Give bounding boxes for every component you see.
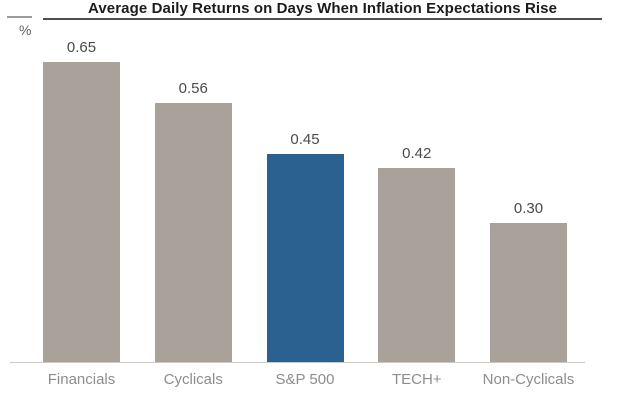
x-axis-labels: Financials Cyclicals S&P 500 TECH+ Non-Cycli… [43, 371, 575, 388]
x-axis-label-tech: TECH+ [391, 371, 442, 388]
bar-cyclicals: 0.56 [154, 80, 232, 362]
plot-area: 0.65 0.56 0.45 0.42 0.30 [43, 20, 567, 362]
bar-value-label-cyclicals: 0.56 [178, 80, 208, 97]
bar-s-p-500: 0.45 [266, 131, 344, 362]
bar-value-label-non-cyclicals: 0.30 [513, 200, 544, 217]
bar-non-cyclicals: 0.30 [490, 200, 567, 362]
y-axis-unit-label: % [19, 22, 32, 38]
x-axis-label-financials: Financials [47, 371, 116, 388]
bars: 0.65 0.56 0.45 0.42 0.30 [43, 20, 567, 362]
bar-financials: 0.65 [43, 39, 120, 362]
x-axis-label-cyclicals: Cyclicals [163, 371, 223, 388]
bar-value-label-s-p-500: 0.45 [290, 131, 320, 148]
x-axis-baseline [10, 362, 585, 363]
bar-tech: 0.42 [378, 145, 456, 362]
x-axis-label-non-cyclicals: Non-Cyclicals [482, 371, 575, 388]
y-axis-unit-tick [7, 16, 32, 18]
bar-value-label-tech: 0.42 [402, 145, 432, 162]
x-axis-label-s-p-500: S&P 500 [275, 371, 335, 388]
bar-value-label-financials: 0.65 [66, 39, 97, 56]
chart-title: Average Daily Returns on Days When Infla… [43, 0, 602, 20]
